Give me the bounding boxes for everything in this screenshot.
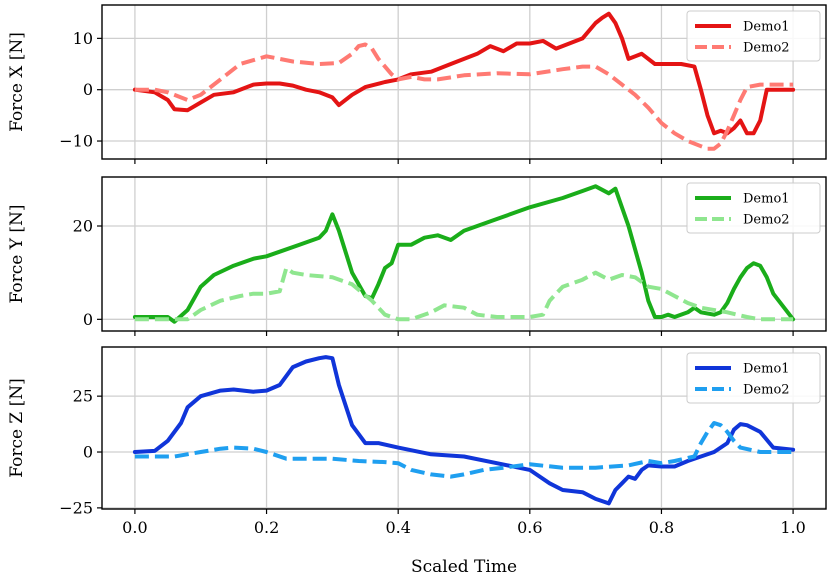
x-tick-label: 0.0 bbox=[122, 518, 147, 537]
subplot-force-x: −10 0 10 Force X [N] Demo1 Demo2 bbox=[7, 4, 827, 164]
axes-frame-force-y bbox=[101, 176, 827, 332]
series-line-force-x-demo2 bbox=[134, 42, 794, 151]
x-tick-label: 0.2 bbox=[254, 518, 279, 537]
y-tick-label: 0 bbox=[83, 310, 93, 329]
legend-label-demo1: Demo1 bbox=[743, 20, 790, 35]
subplot-force-y: 0 20 Force Y [N] Demo1 Demo2 bbox=[7, 176, 827, 336]
y-tick-label: −10 bbox=[59, 132, 93, 151]
legend-label-demo1: Demo1 bbox=[743, 362, 790, 377]
y-axis-label-force-y: Force Y [N] bbox=[7, 205, 27, 304]
x-tick-label: 0.8 bbox=[649, 518, 674, 537]
axes-frame-force-x bbox=[101, 4, 827, 160]
y-tick-label: 20 bbox=[73, 217, 93, 236]
y-axis-label-force-x: Force X [N] bbox=[7, 32, 27, 132]
legend-label-demo2: Demo2 bbox=[743, 213, 790, 228]
series-line-force-x-demo1 bbox=[132, 11, 796, 136]
legend-force-y: Demo1 Demo2 bbox=[686, 182, 821, 234]
y-tick-label: 25 bbox=[73, 387, 93, 406]
subplot-force-z: 0.0 0.2 0.4 0.6 0.8 1.0 −25 0 25 Force Z [N] Demo1… bbox=[7, 346, 827, 537]
legend-label-demo2: Demo2 bbox=[743, 41, 790, 56]
series-line-force-y-demo1 bbox=[132, 184, 796, 324]
y-tick-label: −25 bbox=[59, 498, 93, 517]
series-line-force-y-demo2 bbox=[134, 266, 794, 322]
x-tick-label: 1.0 bbox=[780, 518, 805, 537]
legend-label-demo2: Demo2 bbox=[743, 383, 790, 398]
series-line-force-z-demo2 bbox=[134, 421, 794, 479]
legend-force-x: Demo1 Demo2 bbox=[686, 10, 821, 62]
y-tick-label: 0 bbox=[83, 443, 93, 462]
legend-force-z: Demo1 Demo2 bbox=[686, 352, 821, 404]
x-tick-label: 0.6 bbox=[517, 518, 542, 537]
axes-frame-force-z bbox=[101, 346, 827, 510]
x-tick-label: 0.4 bbox=[385, 518, 410, 537]
x-axis-label: Scaled Time bbox=[411, 557, 517, 577]
y-axis-label-force-z: Force Z [N] bbox=[7, 378, 27, 478]
legend-label-demo1: Demo1 bbox=[743, 192, 790, 207]
y-tick-label: 10 bbox=[73, 29, 93, 48]
y-tick-label: 0 bbox=[83, 80, 93, 99]
